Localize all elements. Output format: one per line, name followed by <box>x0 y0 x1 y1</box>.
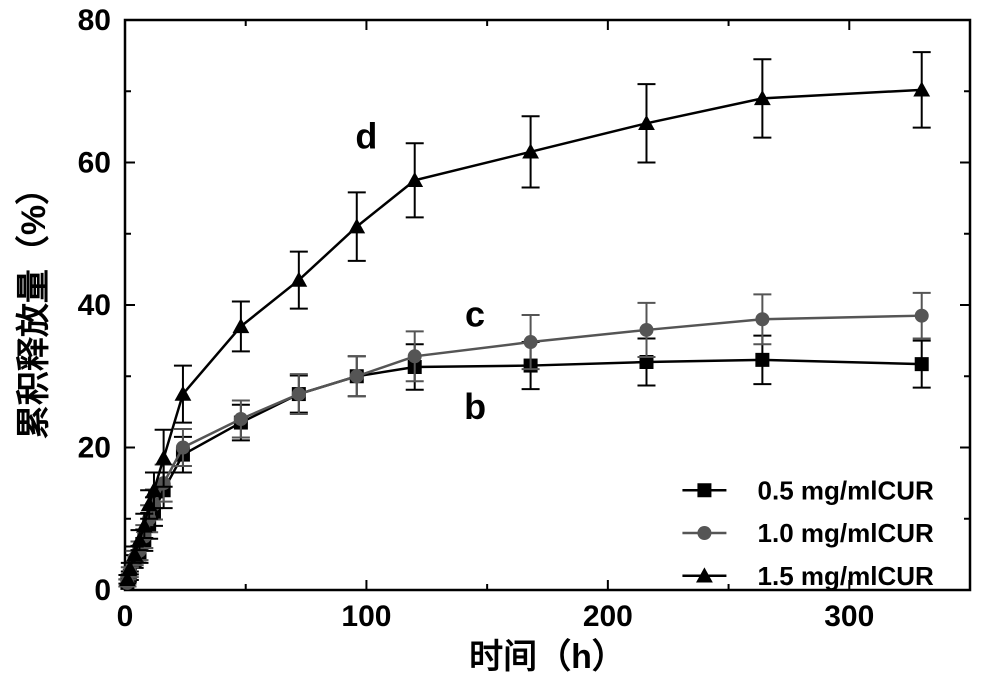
series-label-d: d <box>355 115 377 156</box>
marker-circle <box>915 309 929 323</box>
y-tick-label: 20 <box>78 432 111 465</box>
series-label-b: b <box>464 386 486 427</box>
x-axis-title: 时间（h） <box>469 637 626 676</box>
legend-label-b: 0.5 mg/mlCUR <box>758 475 934 505</box>
marker-circle <box>697 526 711 540</box>
x-tick-label: 300 <box>824 600 874 633</box>
marker-square <box>915 357 929 371</box>
chart-container: 0 100 200 300 0 20 40 60 80 时间（h） 累积释放量（%） b c d 0.5 m… <box>0 0 1000 683</box>
x-tick-label: 100 <box>341 600 391 633</box>
series-b: b <box>118 336 930 590</box>
marker-circle <box>234 412 248 426</box>
y-tick-label: 0 <box>94 574 111 607</box>
marker-circle <box>176 441 190 455</box>
series-line <box>127 90 921 579</box>
marker-square <box>755 353 769 367</box>
legend: 0.5 mg/mlCUR 1.0 mg/mlCUR 1.5 mg/mlCUR <box>682 475 934 591</box>
y-tick-label: 80 <box>78 4 111 37</box>
marker-circle <box>350 369 364 383</box>
marker-circle <box>408 349 422 363</box>
series-line <box>127 360 921 583</box>
marker-circle <box>292 387 306 401</box>
marker-circle <box>755 312 769 326</box>
y-tick-label: 60 <box>78 147 111 180</box>
series-label-c: c <box>465 293 485 334</box>
x-tick-label: 0 <box>117 600 134 633</box>
marker-circle <box>524 335 538 349</box>
y-tick-label: 40 <box>78 289 111 322</box>
legend-label-d: 1.5 mg/mlCUR <box>758 561 934 591</box>
legend-label-c: 1.0 mg/mlCUR <box>758 518 934 548</box>
x-tick-label: 200 <box>583 600 633 633</box>
marker-circle <box>639 323 653 337</box>
chart-svg: 0 100 200 300 0 20 40 60 80 时间（h） 累积释放量（%） b c d 0.5 m… <box>0 0 1000 683</box>
marker-square <box>697 483 711 497</box>
marker-triangle <box>155 450 172 465</box>
y-axis-title: 累积释放量（%） <box>14 171 53 439</box>
